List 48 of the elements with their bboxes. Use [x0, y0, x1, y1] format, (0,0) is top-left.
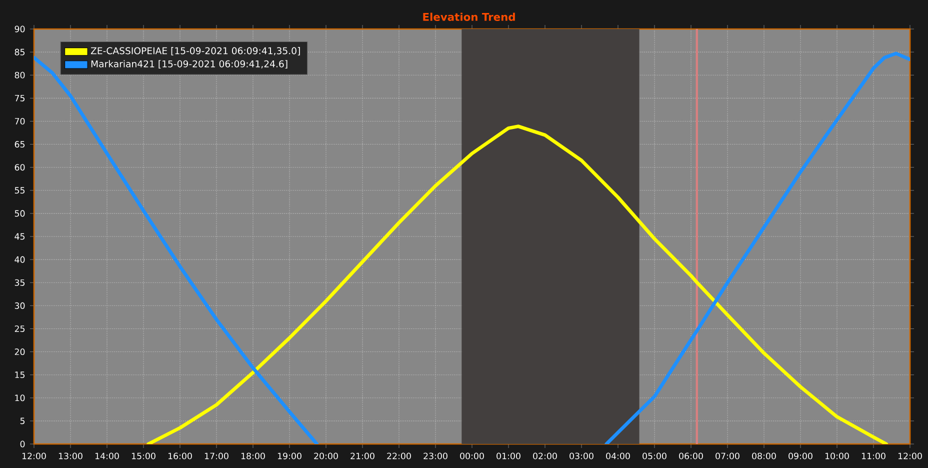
x-tick-label: 05:00	[642, 452, 666, 460]
y-tick-label: 35	[14, 279, 25, 286]
x-tick-label: 03:00	[570, 452, 594, 460]
y-tick-label: 20	[14, 348, 25, 356]
legend-label: Markarian421 [15-09-2021 06:09:41,24.6]	[91, 60, 288, 68]
y-tick-label: 45	[14, 233, 25, 240]
x-tick-label: 21:00	[350, 452, 374, 460]
y-tick-label: 25	[14, 325, 25, 332]
x-tick-label: 00:00	[460, 452, 484, 460]
x-tick-label: 08:00	[752, 452, 776, 460]
x-tick-label: 12:00	[22, 452, 46, 460]
x-tick-label: 23:00	[424, 452, 448, 460]
x-tick-label: 01:00	[496, 452, 520, 460]
y-tick-label: 85	[14, 48, 25, 56]
y-tick-label: 50	[14, 210, 25, 217]
x-tick-label: 18:00	[241, 452, 265, 460]
y-tick-label: 15	[15, 372, 25, 378]
chart-title: Elevation Trend	[423, 12, 515, 21]
y-tick-label: 70	[14, 118, 25, 125]
y-tick-label: 40	[14, 256, 25, 263]
x-tick-label: 14:00	[95, 452, 119, 460]
y-tick-label: 60	[14, 164, 25, 171]
y-tick-label: 80	[14, 72, 25, 78]
x-tick-label: 22:00	[387, 452, 411, 460]
y-tick-label: 90	[14, 26, 25, 32]
legend-label: ZE-CASSIOPEIAE [15-09-2021 06:09:41,35.0]	[90, 47, 300, 56]
y-tick-label: 10	[15, 394, 25, 402]
x-tick-label: 07:00	[716, 452, 740, 460]
line-series	[146, 124, 888, 444]
x-tick-label: 04:00	[606, 452, 630, 460]
x-tick-label: 09:00	[788, 452, 812, 460]
y-tick-label: 65	[14, 141, 25, 148]
x-tick-label: 20:00	[314, 452, 338, 460]
x-tick-label: 15:00	[132, 452, 156, 460]
y-tick-label: 0	[20, 440, 25, 448]
x-tick-label: 17:00	[204, 452, 228, 460]
x-tick-label: 10:00	[825, 452, 849, 460]
x-tick-label: 13:00	[58, 452, 82, 460]
x-tick-label: 12:00	[898, 452, 922, 460]
x-tick-label: 06:00	[679, 452, 703, 460]
x-tick-label: 19:00	[278, 452, 302, 460]
y-tick-label: 55	[14, 187, 25, 194]
y-tick-label: 5	[20, 418, 25, 424]
y-tick-label: 75	[14, 94, 25, 102]
x-tick-label: 16:00	[168, 452, 192, 460]
y-tick-label: 30	[14, 302, 25, 309]
x-tick-label: 02:00	[533, 452, 557, 460]
x-tick-label: 11:00	[862, 452, 886, 460]
